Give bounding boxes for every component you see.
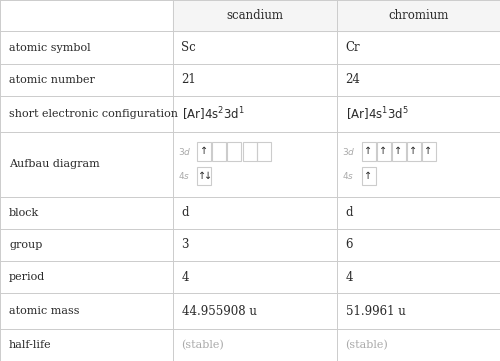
- Text: 4: 4: [346, 271, 353, 284]
- Text: d: d: [346, 206, 353, 219]
- Text: $4s$: $4s$: [342, 170, 354, 182]
- Text: 4: 4: [182, 271, 189, 284]
- Bar: [258, 143, 272, 161]
- Text: ↑: ↑: [410, 147, 418, 156]
- Text: ↑: ↑: [364, 147, 372, 156]
- Text: ↓: ↓: [204, 171, 212, 181]
- Text: ↑: ↑: [198, 171, 206, 181]
- Bar: [228, 143, 241, 161]
- Text: 51.9961 u: 51.9961 u: [346, 305, 406, 318]
- Text: period: period: [9, 272, 45, 282]
- Bar: [336, 0, 500, 31]
- Text: half-life: half-life: [9, 340, 51, 350]
- Text: Cr: Cr: [346, 41, 360, 54]
- Text: atomic number: atomic number: [9, 75, 95, 85]
- Text: ↑: ↑: [200, 147, 208, 156]
- Text: chromium: chromium: [388, 9, 448, 22]
- Bar: [406, 143, 420, 161]
- Text: $4s$: $4s$: [178, 170, 190, 182]
- Bar: [392, 143, 406, 161]
- Bar: [242, 143, 256, 161]
- Text: 24: 24: [346, 73, 360, 86]
- Text: short electronic configuration: short electronic configuration: [9, 109, 178, 119]
- Bar: [198, 143, 211, 161]
- Text: group: group: [9, 240, 42, 250]
- Text: atomic mass: atomic mass: [9, 306, 80, 316]
- Text: 6: 6: [346, 239, 353, 252]
- Text: $3d$: $3d$: [178, 146, 192, 157]
- Text: block: block: [9, 208, 39, 218]
- Text: Sc: Sc: [182, 41, 196, 54]
- Text: $\mathrm{[Ar]4s^23d^1}$: $\mathrm{[Ar]4s^23d^1}$: [182, 105, 244, 123]
- Text: atomic symbol: atomic symbol: [9, 43, 90, 53]
- Text: ↑: ↑: [380, 147, 388, 156]
- Text: $\mathrm{[Ar]4s^13d^5}$: $\mathrm{[Ar]4s^13d^5}$: [346, 105, 408, 123]
- Bar: [172, 0, 336, 31]
- Text: 44.955908 u: 44.955908 u: [182, 305, 256, 318]
- Bar: [212, 143, 226, 161]
- Text: ↑: ↑: [394, 147, 402, 156]
- Text: ↑: ↑: [424, 147, 432, 156]
- Text: d: d: [182, 206, 189, 219]
- Bar: [376, 143, 390, 161]
- Text: ↑: ↑: [364, 171, 372, 181]
- Text: scandium: scandium: [226, 9, 283, 22]
- Text: $3d$: $3d$: [342, 146, 356, 157]
- Bar: [362, 167, 376, 185]
- Bar: [198, 167, 211, 185]
- Text: 3: 3: [182, 239, 189, 252]
- Text: (stable): (stable): [346, 340, 389, 350]
- Bar: [422, 143, 436, 161]
- Text: (stable): (stable): [182, 340, 224, 350]
- Text: Aufbau diagram: Aufbau diagram: [9, 160, 100, 169]
- Text: 21: 21: [182, 73, 196, 86]
- Bar: [362, 143, 376, 161]
